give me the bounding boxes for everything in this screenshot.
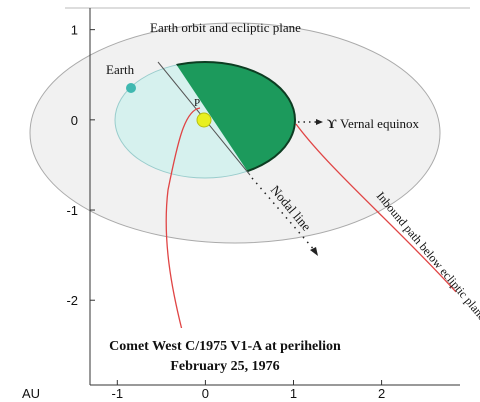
nodal-arrow: [310, 247, 318, 256]
title: Comet West C/1975 V1-A at perihelion: [109, 339, 341, 354]
equinox-label: Vernal equinox: [340, 116, 420, 131]
x-tick-label: 0: [202, 386, 209, 401]
y-tick-label: -2: [66, 293, 78, 308]
x-axis-label: AU: [22, 386, 40, 401]
y-tick-label: 1: [71, 23, 78, 38]
earth-label: Earth: [106, 62, 135, 77]
orbit-label: Earth orbit and ecliptic plane: [150, 20, 301, 35]
inbound-label: Inbound path below ecliptic plane: [374, 189, 480, 323]
sun: [196, 112, 212, 128]
y-tick-label: 0: [71, 113, 78, 128]
perihelion-label: P: [194, 97, 200, 109]
x-tick-label: -1: [112, 386, 124, 401]
date: February 25, 1976: [170, 359, 279, 374]
comet-inbound-path: [295, 123, 457, 293]
x-tick-label: 2: [378, 386, 385, 401]
y-tick-label: -1: [66, 203, 78, 218]
title-box: [112, 328, 338, 380]
earth: [126, 83, 136, 93]
equinox-symbol: ϒ: [327, 116, 337, 131]
comet-outbound-path: [165, 107, 201, 331]
equinox-arrow: [316, 119, 323, 125]
x-tick-label: 1: [290, 386, 297, 401]
